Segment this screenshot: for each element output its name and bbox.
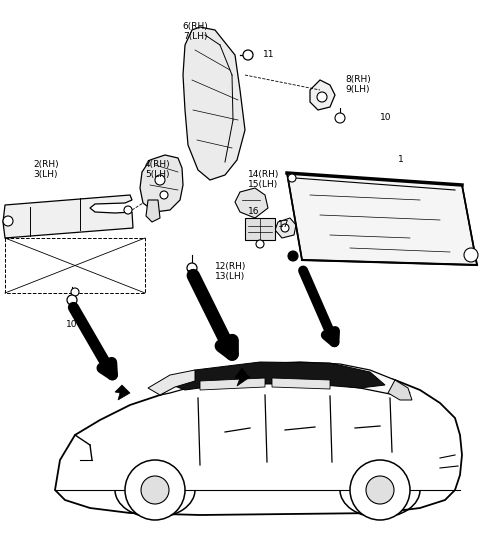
Circle shape <box>464 248 478 262</box>
Bar <box>5 238 145 293</box>
Circle shape <box>187 263 197 273</box>
Circle shape <box>288 251 298 261</box>
Polygon shape <box>310 80 335 110</box>
Circle shape <box>350 460 410 520</box>
Polygon shape <box>272 378 330 389</box>
Polygon shape <box>235 188 268 218</box>
Polygon shape <box>148 370 195 395</box>
Text: 16: 16 <box>248 207 260 216</box>
Circle shape <box>67 295 77 305</box>
Circle shape <box>125 460 185 520</box>
Polygon shape <box>235 368 250 386</box>
Text: 12(RH)
13(LH): 12(RH) 13(LH) <box>215 262 246 281</box>
Polygon shape <box>3 195 133 238</box>
Text: 17: 17 <box>278 220 289 229</box>
Polygon shape <box>55 370 462 515</box>
Circle shape <box>160 191 168 199</box>
Text: 10: 10 <box>186 270 198 279</box>
Bar <box>245 218 275 240</box>
Circle shape <box>288 174 296 182</box>
Circle shape <box>335 113 345 123</box>
Circle shape <box>71 288 79 296</box>
Text: 6(RH)
7(LH): 6(RH) 7(LH) <box>182 22 208 41</box>
Circle shape <box>317 92 327 102</box>
Circle shape <box>124 206 132 214</box>
Polygon shape <box>146 200 160 222</box>
Text: 11: 11 <box>263 50 275 59</box>
Text: 14(RH)
15(LH): 14(RH) 15(LH) <box>248 170 279 190</box>
Polygon shape <box>160 362 410 395</box>
Polygon shape <box>115 385 130 400</box>
Polygon shape <box>388 380 412 400</box>
Text: 2(RH)
3(LH): 2(RH) 3(LH) <box>33 160 59 179</box>
Circle shape <box>3 216 13 226</box>
Polygon shape <box>183 27 245 180</box>
Polygon shape <box>172 362 385 390</box>
Polygon shape <box>287 173 477 265</box>
Text: 8(RH)
9(LH): 8(RH) 9(LH) <box>345 75 371 94</box>
Polygon shape <box>140 155 183 212</box>
Polygon shape <box>200 378 265 390</box>
Circle shape <box>366 476 394 504</box>
Circle shape <box>155 175 165 185</box>
Text: 4(RH)
5(LH): 4(RH) 5(LH) <box>145 160 170 179</box>
Circle shape <box>141 476 169 504</box>
Circle shape <box>256 240 264 248</box>
Text: 10: 10 <box>380 113 392 122</box>
Text: 10: 10 <box>66 320 78 329</box>
Circle shape <box>243 50 253 60</box>
Circle shape <box>281 224 289 232</box>
Polygon shape <box>275 218 296 238</box>
Text: 1: 1 <box>398 155 404 164</box>
